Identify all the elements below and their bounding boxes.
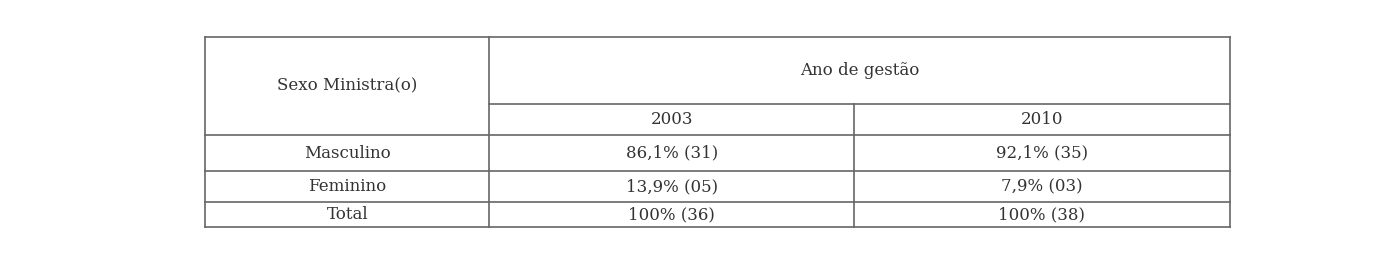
Text: Feminino: Feminino (309, 178, 386, 195)
Text: Ano de gestão: Ano de gestão (800, 62, 919, 79)
Text: 2010: 2010 (1020, 111, 1063, 128)
Text: 2003: 2003 (650, 111, 693, 128)
Text: Sexo Ministra(o): Sexo Ministra(o) (277, 78, 418, 95)
Text: Total: Total (327, 206, 368, 223)
Text: 7,9% (03): 7,9% (03) (1001, 178, 1082, 195)
Text: 86,1% (31): 86,1% (31) (626, 145, 718, 162)
Text: 100% (36): 100% (36) (628, 206, 716, 223)
Text: Masculino: Masculino (304, 145, 390, 162)
Text: 100% (38): 100% (38) (998, 206, 1085, 223)
Text: 13,9% (05): 13,9% (05) (626, 178, 718, 195)
Text: 92,1% (35): 92,1% (35) (995, 145, 1088, 162)
